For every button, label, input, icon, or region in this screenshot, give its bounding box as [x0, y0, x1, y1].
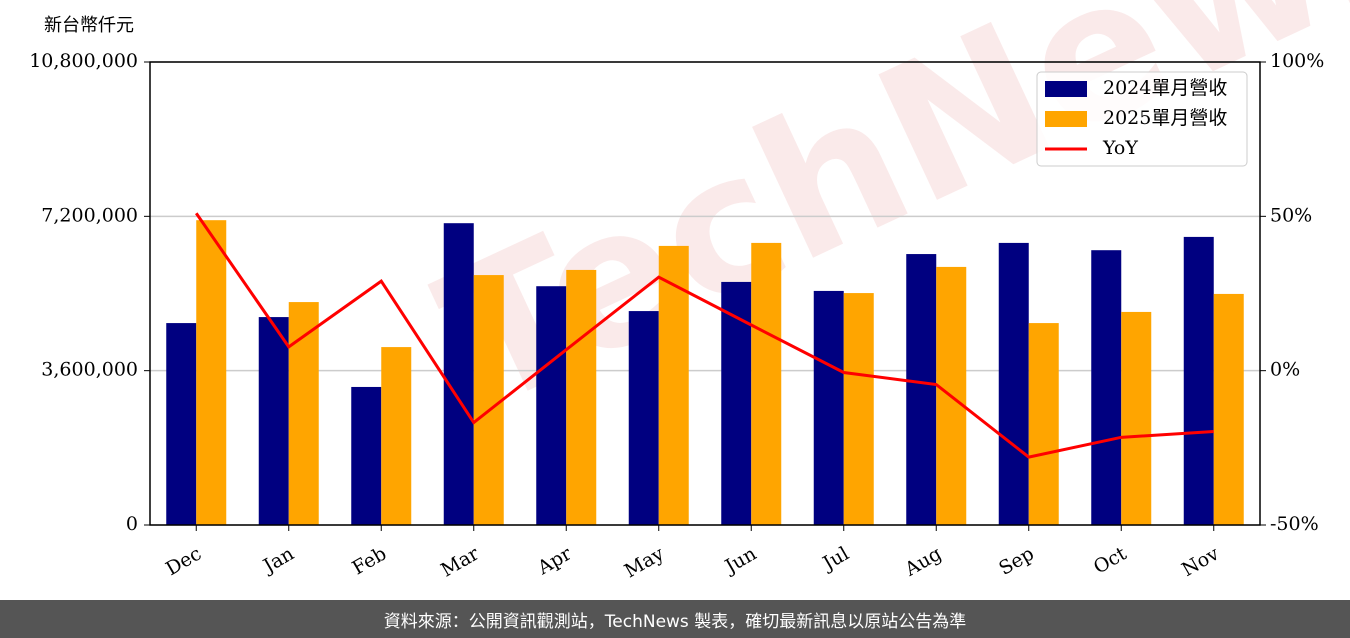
y2-tick-label: 0%	[1270, 359, 1300, 381]
bar	[1183, 236, 1214, 525]
y2-tick-label: 100%	[1270, 50, 1324, 72]
x-tick-label: May	[621, 542, 668, 582]
x-tick-label: Nov	[1178, 542, 1223, 581]
bar	[1091, 250, 1122, 525]
bar	[351, 386, 382, 525]
legend: 2024單月營收 2025單月營收 YoY	[1036, 71, 1248, 167]
chart: TechNews 新台幣仟元 03,600,0007,200,00010,800…	[29, 0, 1350, 582]
bar	[813, 290, 844, 525]
y-tick-label: 7,200,000	[41, 204, 138, 226]
bar	[196, 220, 227, 526]
bar	[536, 286, 567, 525]
x-tick-label: Jul	[818, 543, 853, 576]
bar	[473, 275, 504, 525]
bar	[566, 269, 597, 525]
x-tick-label: Sep	[995, 543, 1038, 580]
x-tick-label: Mar	[437, 542, 483, 581]
legend-box	[1036, 71, 1248, 167]
bar	[443, 223, 474, 525]
bar	[1213, 293, 1244, 525]
bar	[751, 242, 782, 525]
bar	[166, 323, 197, 525]
y2-tick-label: 50%	[1270, 204, 1312, 226]
legend-label: 2024單月營收	[1103, 77, 1227, 99]
y-tick-label: 0	[126, 513, 138, 535]
y-tick-label: 10,800,000	[29, 50, 138, 72]
bar	[906, 254, 937, 525]
bar	[1028, 323, 1059, 525]
x-tick-label: Jan	[258, 543, 298, 579]
x-tick-label: Dec	[162, 543, 205, 581]
footer: 資料來源：公開資訊觀測站，TechNews 製表，確切最新訊息以原站公告為準	[0, 600, 1350, 638]
legend-swatch	[1045, 81, 1087, 97]
x-tick-label: Feb	[348, 543, 390, 580]
x-tick-label: Apr	[533, 542, 576, 579]
bar	[998, 242, 1029, 525]
x-tick-label: Oct	[1090, 542, 1131, 578]
y-tick-label: 3,600,000	[41, 359, 138, 381]
x-tick-label: Aug	[900, 543, 945, 582]
bar	[628, 311, 659, 525]
bar	[381, 347, 412, 525]
line	[195, 212, 1214, 459]
legend-label: YoY	[1102, 137, 1138, 159]
y2-tick-label: -50%	[1270, 513, 1319, 535]
bar	[288, 302, 319, 525]
bar	[1121, 311, 1152, 525]
y-axis-label: 新台幣仟元	[44, 15, 134, 36]
legend-label: 2025單月營收	[1103, 107, 1227, 129]
plot-frame	[149, 61, 1261, 526]
legend-swatch	[1045, 111, 1087, 127]
x-tick-label: Jun	[720, 543, 761, 579]
bar	[258, 317, 289, 525]
bar	[843, 293, 874, 525]
bar	[658, 245, 689, 526]
